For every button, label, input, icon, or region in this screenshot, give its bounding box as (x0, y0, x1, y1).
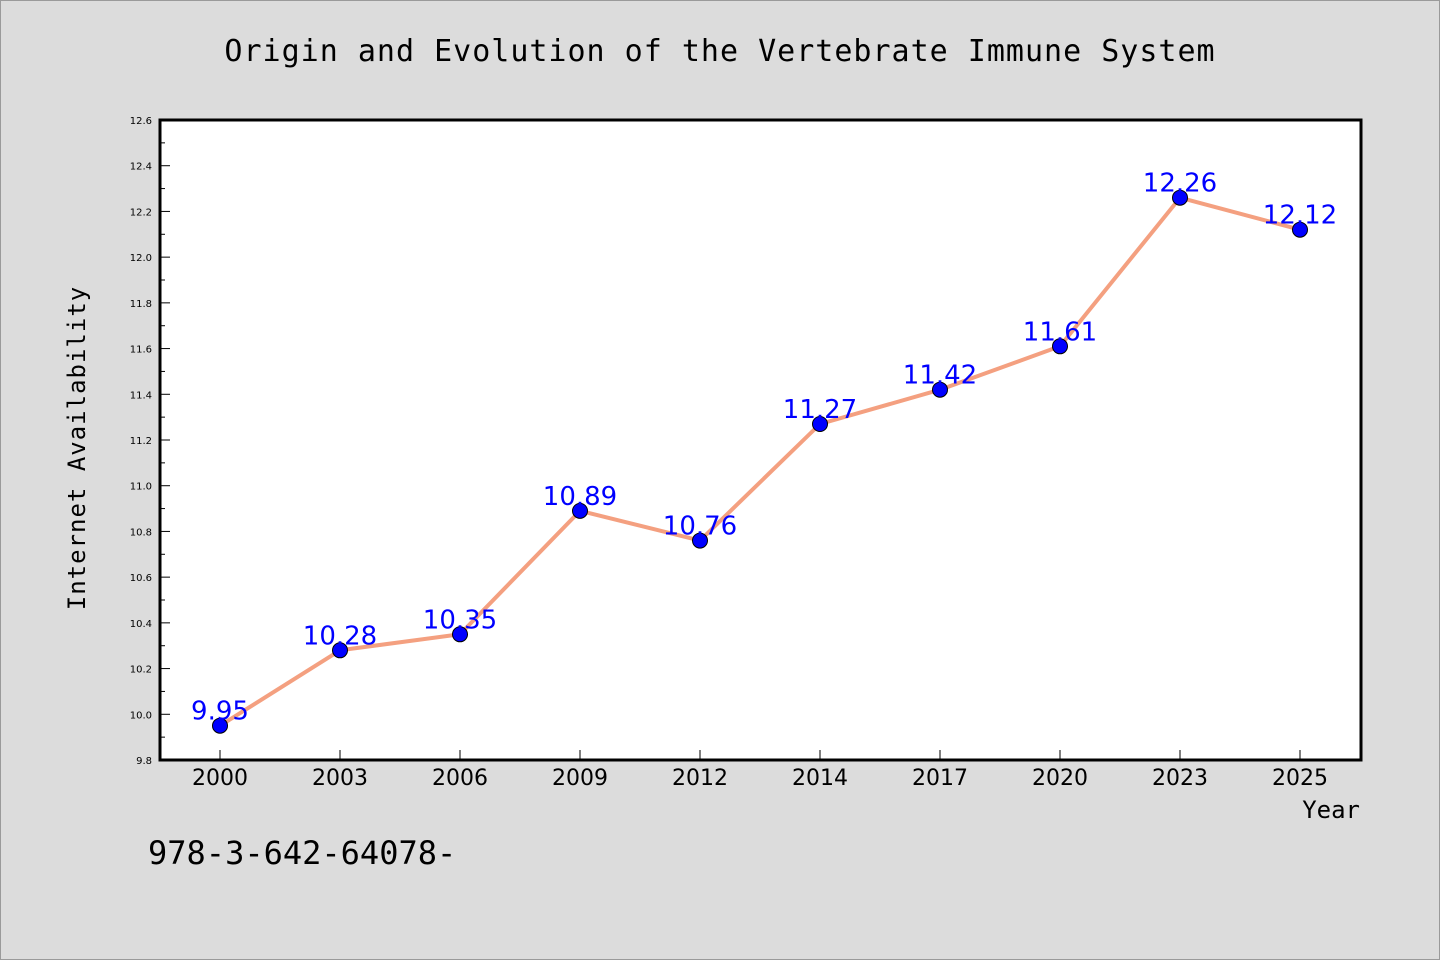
x-tick-label: 2017 (912, 766, 968, 791)
data-label: 10.35 (423, 605, 497, 635)
chart-title: Origin and Evolution of the Vertebrate I… (224, 34, 1216, 69)
x-axis: 2000 2003 2006 2009 2012 2014 2017 2020 2023 2025 (192, 750, 1328, 791)
y-tick-label: 11.2 (130, 436, 152, 447)
x-tick-label: 2023 (1152, 766, 1208, 791)
x-tick-label: 2000 (192, 766, 248, 791)
data-point (212, 717, 228, 734)
y-tick-label: 10.0 (130, 710, 152, 721)
x-tick-label: 2014 (792, 766, 848, 791)
y-axis: 9.8 10.0 10.2 10.4 10.6 10.8 11.0 11.2 11.4 11.6 1… (130, 116, 170, 767)
y-tick-label: 11.8 (130, 299, 152, 310)
data-label: 12.26 (1143, 169, 1217, 199)
plot-area (158, 118, 1363, 762)
x-tick-label: 2012 (672, 766, 728, 791)
data-point (1052, 338, 1068, 355)
x-tick-label: 2009 (552, 766, 608, 791)
data-point (932, 381, 948, 398)
y-tick-label: 10.6 (130, 573, 152, 584)
y-tick-label: 12.0 (130, 253, 152, 264)
y-tick-label: 11.6 (130, 345, 152, 356)
x-tick-label: 2006 (432, 766, 488, 791)
y-tick-label: 11.4 (130, 390, 152, 401)
y-tick-label: 10.2 (130, 665, 152, 676)
data-point (452, 626, 468, 643)
y-tick-label: 11.0 (130, 482, 152, 493)
data-label: 10.28 (303, 621, 377, 651)
data-label: 9.95 (191, 697, 249, 727)
x-tick-label: 2003 (312, 766, 368, 791)
data-point (1172, 189, 1188, 206)
data-labels: 9.95 10.28 10.35 10.89 10.76 11.27 11.42 11.61 1… (191, 169, 1337, 727)
data-point (572, 502, 588, 519)
data-series (212, 189, 1308, 734)
y-tick-label: 12.2 (130, 207, 152, 218)
x-tick-label: 2025 (1272, 766, 1328, 791)
data-label: 11.42 (903, 361, 977, 391)
data-label: 10.76 (663, 512, 737, 542)
y-tick-label: 12.6 (130, 116, 152, 127)
x-tick-label: 2020 (1032, 766, 1088, 791)
data-point (812, 416, 828, 432)
data-point (692, 532, 708, 549)
y-tick-label: 10.4 (130, 619, 152, 630)
data-label: 12.12 (1263, 201, 1337, 231)
x-axis-label: Year (1302, 796, 1360, 824)
y-tick-label: 12.4 (130, 162, 152, 173)
y-tick-label: 10.8 (130, 527, 152, 538)
y-tick-label: 9.8 (136, 756, 152, 767)
data-point (1292, 221, 1308, 238)
footer-isbn-text: 978-3-642-64078- (148, 834, 457, 872)
series-line (218, 195, 1302, 728)
data-label: 11.27 (783, 395, 857, 425)
data-point (332, 642, 348, 659)
data-label: 11.61 (1023, 317, 1097, 347)
data-label: 10.89 (543, 482, 617, 512)
